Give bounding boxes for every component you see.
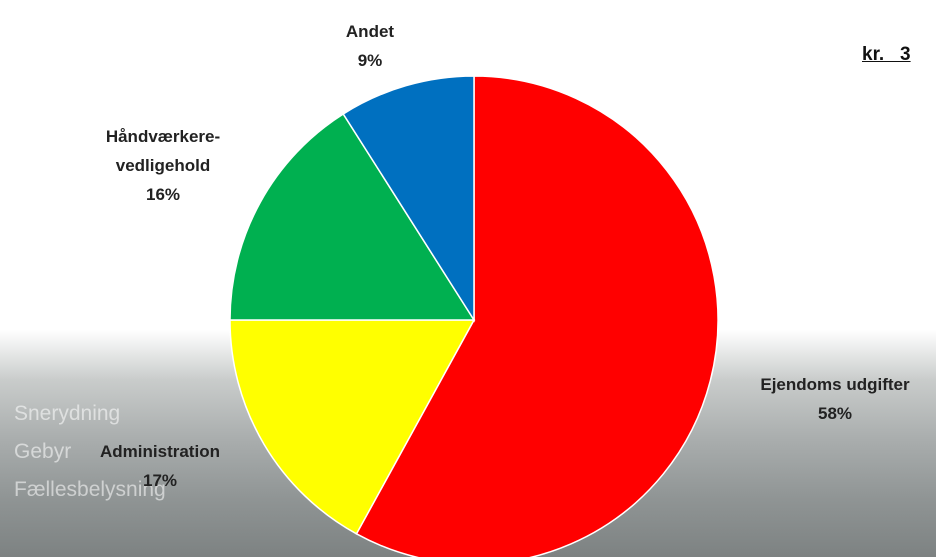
category-label: Håndværkere-vedligehold (78, 122, 248, 180)
value-label: 58% (725, 399, 936, 428)
amount-heading: kr. 3 (862, 44, 911, 66)
category-label: Andet (310, 17, 430, 46)
value-label: 16% (78, 180, 248, 209)
value-label: 17% (70, 466, 250, 495)
category-label: Ejendoms udgifter (725, 370, 936, 399)
category-label: Administration (70, 437, 250, 466)
value-label: 9% (310, 46, 430, 75)
slide: SnerydningGebyrFællesbelysning kr. 3 Eje… (0, 0, 936, 557)
